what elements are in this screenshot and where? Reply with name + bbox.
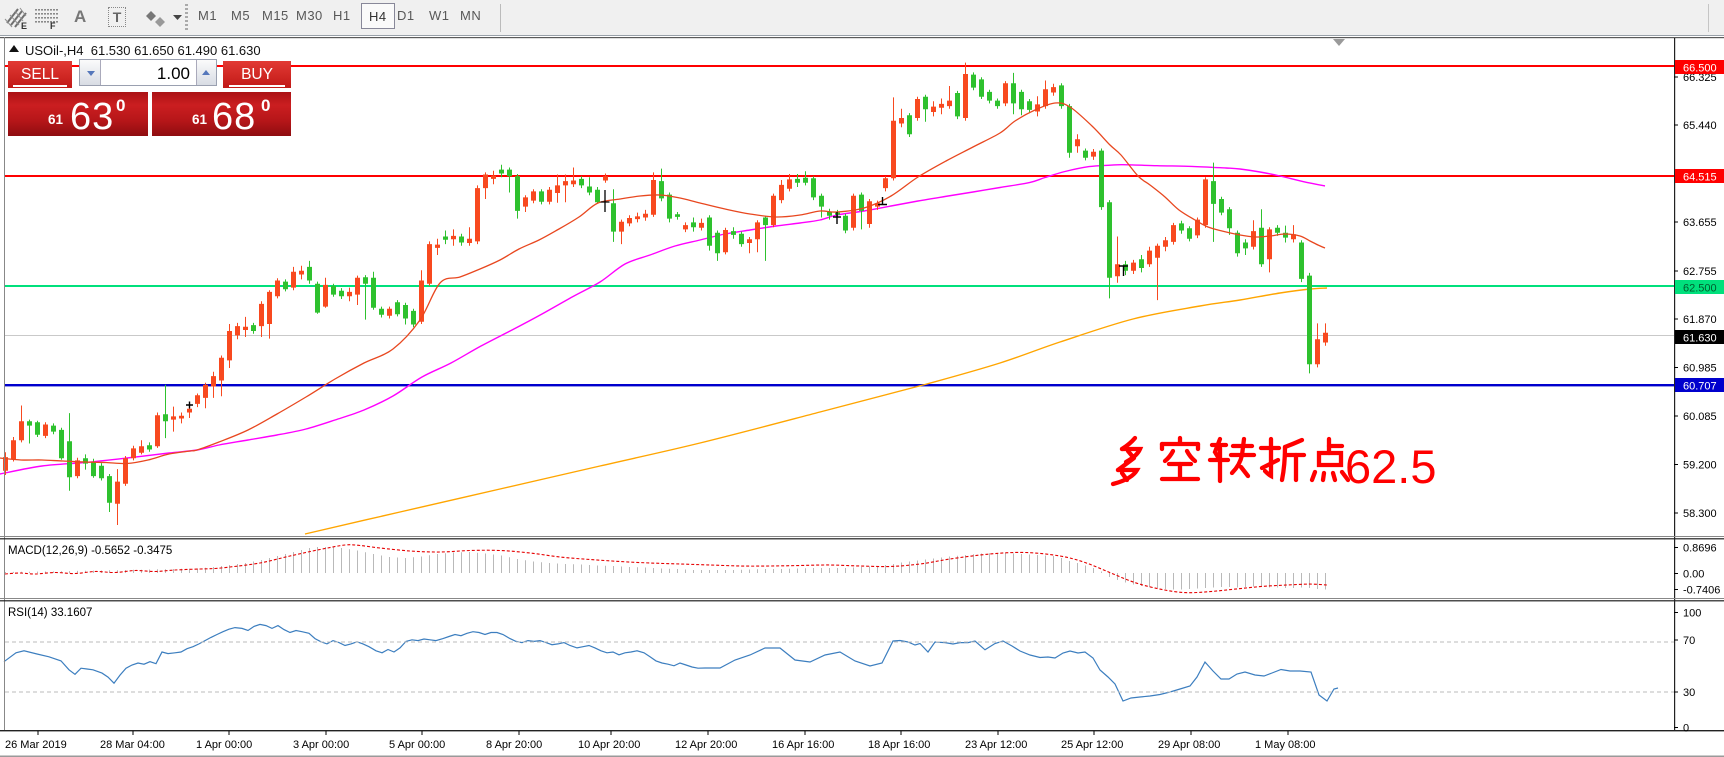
svg-text:12 Apr 20:00: 12 Apr 20:00 <box>675 739 737 751</box>
svg-text:0: 0 <box>1683 723 1689 735</box>
svg-text:60.707: 60.707 <box>1683 381 1717 393</box>
svg-text:1 May 08:00: 1 May 08:00 <box>1255 739 1316 751</box>
svg-text:70: 70 <box>1683 635 1695 647</box>
svg-text:65.440: 65.440 <box>1683 120 1717 132</box>
svg-text:64.515: 64.515 <box>1683 172 1717 184</box>
svg-text:E: E <box>21 21 27 31</box>
svg-text:-0.7406: -0.7406 <box>1683 585 1720 597</box>
svg-text:F: F <box>50 21 56 31</box>
svg-text:0.00: 0.00 <box>1683 569 1704 581</box>
svg-text:60.985: 60.985 <box>1683 363 1717 375</box>
svg-text:5 Apr 00:00: 5 Apr 00:00 <box>389 739 445 751</box>
svg-text:61.870: 61.870 <box>1683 314 1717 326</box>
svg-text:MACD(12,26,9) -0.5652 -0.3475: MACD(12,26,9) -0.5652 -0.3475 <box>8 545 172 557</box>
svg-text:25 Apr 12:00: 25 Apr 12:00 <box>1061 739 1123 751</box>
svg-text:RSI(14) 33.1607: RSI(14) 33.1607 <box>8 607 92 619</box>
svg-text:0.8696: 0.8696 <box>1683 543 1717 555</box>
svg-text:10 Apr 20:00: 10 Apr 20:00 <box>578 739 640 751</box>
svg-text:8 Apr 20:00: 8 Apr 20:00 <box>486 739 542 751</box>
svg-text:1 Apr 00:00: 1 Apr 00:00 <box>196 739 252 751</box>
svg-text:28 Mar 04:00: 28 Mar 04:00 <box>100 739 165 751</box>
svg-text:63.655: 63.655 <box>1683 217 1717 229</box>
svg-text:100: 100 <box>1683 608 1701 620</box>
svg-text:58.300: 58.300 <box>1683 508 1717 520</box>
svg-text:62.500: 62.500 <box>1683 283 1717 295</box>
svg-text:26 Mar 2019: 26 Mar 2019 <box>5 739 67 751</box>
svg-text:66.325: 66.325 <box>1683 72 1717 84</box>
svg-text:62.755: 62.755 <box>1683 266 1717 278</box>
svg-text:61.630: 61.630 <box>1683 333 1717 345</box>
svg-text:59.200: 59.200 <box>1683 460 1717 472</box>
svg-text:29 Apr 08:00: 29 Apr 08:00 <box>1158 739 1220 751</box>
svg-text:16 Apr 16:00: 16 Apr 16:00 <box>772 739 834 751</box>
svg-text:66.500: 66.500 <box>1683 63 1717 75</box>
svg-text:18 Apr 16:00: 18 Apr 16:00 <box>868 739 930 751</box>
svg-text:62.5: 62.5 <box>1345 440 1436 493</box>
svg-text:23 Apr 12:00: 23 Apr 12:00 <box>965 739 1027 751</box>
svg-text:30: 30 <box>1683 687 1695 699</box>
svg-text:3 Apr 00:00: 3 Apr 00:00 <box>293 739 349 751</box>
svg-text:60.085: 60.085 <box>1683 411 1717 423</box>
